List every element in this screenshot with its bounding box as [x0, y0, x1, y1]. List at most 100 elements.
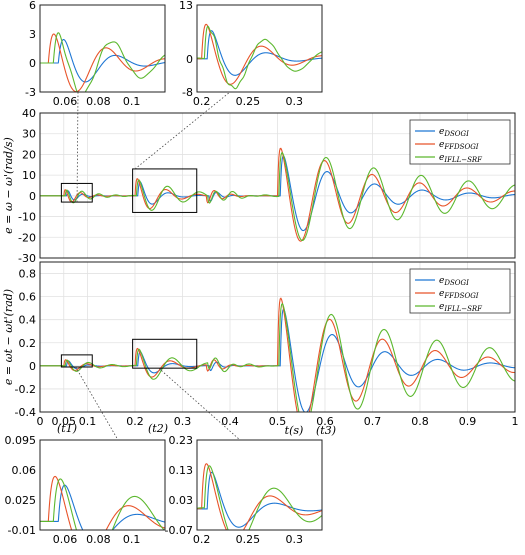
main2-xtick-label: 0.05: [52, 415, 77, 428]
connector-c: [75, 366, 119, 441]
main2-ytick-label: 0: [29, 360, 36, 373]
zoomD-ytick-label: 0.13: [169, 464, 194, 477]
main2-series-group: [40, 297, 515, 412]
main1-legend: eDSOGI eFFDSOGI eIFLL−SRF: [409, 119, 511, 165]
zoomD-ytick-label: 0.03: [169, 494, 194, 507]
main2-ytick-label: 0.8: [19, 268, 37, 281]
zoomC-xtick-label: 0.08: [86, 533, 111, 546]
main2-xtick-label: 0.7: [364, 415, 382, 428]
zoomB-series-group: [197, 23, 322, 90]
main2-xtick-label: 1: [512, 415, 519, 428]
main2-line-ifll: [40, 302, 515, 412]
zoomC-line-dsogi: [40, 484, 165, 530]
zoomA-xtick-label: 0.1: [123, 95, 141, 108]
zoomD-line-ifll: [197, 465, 322, 530]
zoomC-frame: [39, 439, 166, 531]
zoomD-xtick-label: 0.2: [193, 533, 211, 546]
zoomB-line-ifll: [197, 25, 322, 90]
zoomD-xtick-label: 0.3: [285, 533, 303, 546]
main2-ytick-label: 0.4: [19, 314, 37, 327]
main2-xlabel: t(s): [285, 424, 304, 437]
zoomA-line-dsogi: [40, 39, 165, 83]
main2-xtick-label: 0.8: [411, 415, 429, 428]
zoomC-line-ifll: [40, 478, 165, 530]
connector-d: [158, 367, 241, 441]
main2-xtick-label: 0.4: [221, 415, 239, 428]
connector-b: [134, 91, 231, 170]
main1-ytick-label: 20: [22, 148, 36, 161]
zoomA-xtick-label: 0.08: [86, 95, 111, 108]
zoomA-ytick-label: 6: [29, 0, 36, 12]
main2-ytick-label: 0.2: [19, 337, 37, 350]
main1-ytick-label: -30: [18, 252, 36, 265]
zoomC-ytick-label: -0.01: [8, 524, 36, 537]
zoomD-ytick-label: 0.23: [169, 434, 194, 447]
zoomC-xtick-label: 0.06: [53, 533, 78, 546]
zoomC-series-group: [40, 475, 165, 530]
main2-legend-label-ffdsogi: eFFDSOGI: [439, 289, 479, 300]
main2-ytick-label: -0.2: [15, 383, 36, 396]
main2-xtick-label: 0: [37, 415, 44, 428]
zoomB-xtick-label: 0.2: [193, 95, 211, 108]
main2-ytick-label: -0.4: [15, 406, 36, 419]
zoomA-series-group: [40, 32, 165, 92]
main2-ylabel: e = ωt − ωt'(rad): [2, 289, 15, 385]
main1-ytick-label: 30: [22, 128, 36, 141]
zoomB-frame: [196, 4, 323, 93]
zoomD-axes: -0.07 0.03 0.13 0.23 0.2 0.25 0.3: [165, 434, 303, 546]
main1-ytick-label: 0: [29, 190, 36, 203]
zoomB-ytick-label: 0: [186, 53, 193, 66]
time-marker-t3: (t3): [316, 424, 336, 437]
main2-xtick-label: 0.9: [459, 415, 477, 428]
zoomC-xtick-label: 0.1: [123, 533, 141, 546]
zoomA-ytick-label: 3: [29, 28, 36, 41]
main1-ytick-label: 10: [22, 169, 36, 182]
zoomA-xtick-label: 0.06: [53, 95, 78, 108]
zoomC-axes: -0.01 0.025 0.06 0.095 0.06 0.08 0.1: [5, 434, 141, 546]
zoomB-line-ffdsogi: [197, 23, 322, 85]
main1-series-group: [40, 147, 515, 242]
main1-frame: [39, 112, 516, 259]
connector-a: [76, 91, 79, 203]
main2-frame: [39, 261, 516, 413]
main2-xtick-label: 0.5: [269, 415, 287, 428]
main1-ytick-label: -20: [18, 231, 36, 244]
main1-ytick-label: -10: [18, 211, 36, 224]
main1-legend-label-ffdsogi: eFFDSOGI: [439, 140, 479, 151]
time-marker-t1: (t1): [57, 422, 77, 435]
zoomB-xtick-label: 0.25: [236, 95, 261, 108]
main2-legend-label-ifll: eIFLL−SRF: [439, 302, 483, 313]
zoomD-series-group: [197, 463, 322, 530]
main1-legend-label-ifll: eIFLL−SRF: [439, 153, 483, 164]
main1-ytick-label: 40: [22, 107, 36, 120]
zoomD-line-ffdsogi: [197, 463, 322, 530]
zoomD-xtick-label: 0.25: [236, 533, 261, 546]
zoomB-ytick-label: -8: [182, 86, 193, 99]
zoomA-frame: [39, 4, 166, 93]
zoomC-ytick-label: 0.095: [5, 434, 37, 447]
zoomA-ytick-label: 0: [29, 57, 36, 70]
zoomB-axes: -8 0 13 0.2 0.25 0.3: [179, 0, 303, 108]
zoomB-xtick-label: 0.3: [285, 95, 303, 108]
main2-legend: eDSOGI eFFDSOGI eIFLL−SRF: [409, 268, 511, 314]
main1-line-ifll: [40, 151, 515, 242]
zoom-box-c: [60, 354, 93, 368]
main2-legend-label-dsogi: eDSOGI: [439, 276, 469, 287]
zoomC-line-ffdsogi: [40, 475, 165, 530]
zoomB-line-dsogi: [197, 30, 322, 76]
zoomB-ytick-label: 13: [179, 0, 193, 12]
zoomC-ytick-label: 0.025: [5, 494, 37, 507]
main2-xtick-label: 0.3: [174, 415, 192, 428]
zoomD-ytick-label: -0.07: [165, 524, 193, 537]
main1-legend-label-dsogi: eDSOGI: [439, 127, 469, 138]
zoom-box-b: [132, 168, 198, 213]
time-marker-t2: (t2): [148, 422, 168, 435]
zoomD-frame: [196, 439, 323, 531]
zoomA-axes: -3 0 3 6 0.06 0.08 0.1: [25, 0, 140, 108]
main2-xtick-label: 0.2: [126, 415, 144, 428]
main2-xtick-label: 0.1: [79, 415, 97, 428]
main2-ytick-label: 0.6: [19, 291, 37, 304]
main2-xtick-label: 0.6: [316, 415, 334, 428]
